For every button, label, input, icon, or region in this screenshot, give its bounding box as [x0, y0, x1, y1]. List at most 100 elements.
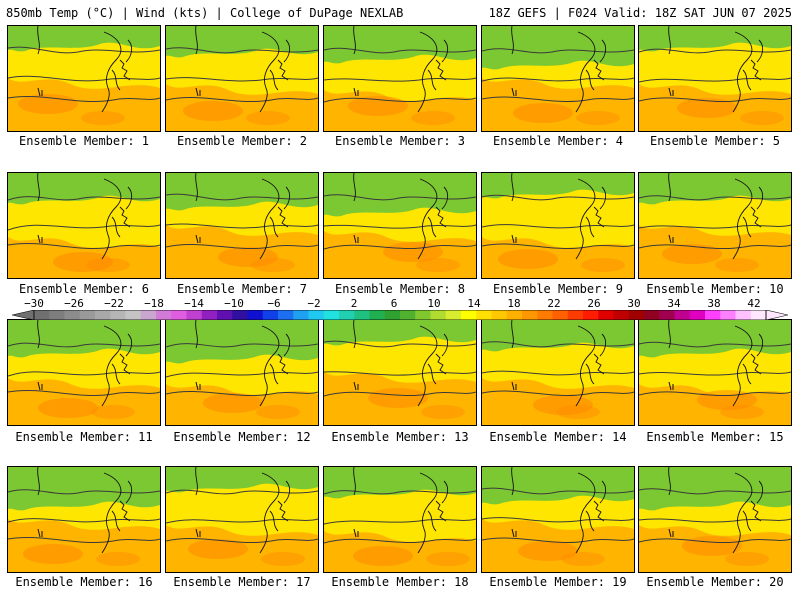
colorbar-tick-label: 34 — [667, 297, 681, 310]
ensemble-member-label: Ensemble Member: 4 — [492, 134, 624, 148]
colorbar-swatch — [262, 310, 279, 320]
colorbar-swatch — [476, 310, 492, 320]
colorbar-tick-label: 6 — [390, 297, 398, 310]
colorbar-swatch — [689, 310, 706, 320]
colorbar-swatch — [201, 310, 218, 320]
colorbar-swatch — [674, 310, 691, 320]
colorbar-tick-label: 18 — [507, 297, 521, 310]
colorbar-swatch — [323, 310, 340, 320]
colorbar-swatch — [598, 310, 614, 320]
ensemble-member-label: Ensemble Member: 9 — [492, 282, 624, 296]
colorbar-swatch — [49, 310, 65, 320]
ensemble-member-label: Ensemble Member: 14 — [489, 430, 627, 444]
colorbar-swatch — [308, 310, 325, 320]
colorbar-swatch — [644, 310, 660, 320]
colorbar-swatch — [720, 310, 736, 320]
ensemble-map-panel — [323, 172, 477, 279]
ensemble-map-panel — [481, 25, 635, 132]
ensemble-member-label: Ensemble Member: 16 — [15, 575, 153, 589]
ensemble-map-panel — [638, 25, 792, 132]
colorbar-swatch — [125, 310, 142, 320]
colorbar-swatch — [186, 310, 203, 320]
colorbar-swatch — [217, 310, 233, 320]
ensemble-member-label: Ensemble Member: 15 — [646, 430, 784, 444]
colorbar-swatch — [522, 310, 538, 320]
colorbar-tick-label: −22 — [104, 297, 124, 310]
colorbar-swatch — [79, 310, 96, 320]
ensemble-map-panel — [638, 319, 792, 426]
colorbar-swatch — [64, 310, 81, 320]
ensemble-member-label: Ensemble Member: 8 — [334, 282, 466, 296]
ensemble-map-panel — [165, 25, 319, 132]
colorbar-tick-label: 38 — [707, 297, 721, 310]
ensemble-member-label: Ensemble Member: 17 — [173, 575, 311, 589]
colorbar-swatch — [659, 310, 675, 320]
colorbar-tick-label: 26 — [587, 297, 601, 310]
header-title: 850mb Temp (°C) | Wind (kts) | College o… — [6, 6, 404, 20]
colorbar-swatch — [613, 310, 630, 320]
ensemble-map-panel — [323, 319, 477, 426]
colorbar-swatch — [491, 310, 508, 320]
colorbar-swatch — [400, 310, 416, 320]
colorbar-tick-label: −6 — [267, 297, 281, 310]
ensemble-map-panel — [165, 466, 319, 573]
ensemble-map-panel — [7, 25, 161, 132]
colorbar-swatch — [705, 310, 721, 320]
colorbar-swatch — [750, 310, 767, 320]
colorbar-swatch — [567, 310, 584, 320]
colorbar-tick-label: −30 — [24, 297, 44, 310]
colorbar-tick-label: −18 — [144, 297, 164, 310]
ensemble-map-panel — [638, 466, 792, 573]
colorbar-tick-label: 30 — [627, 297, 641, 310]
colorbar-tick-label: −14 — [184, 297, 204, 310]
colorbar-swatch — [506, 310, 523, 320]
colorbar-swatch — [445, 310, 462, 320]
colorbar-swatch — [140, 310, 157, 320]
colorbar-swatch — [293, 310, 309, 320]
colorbar-right-arrow — [765, 310, 788, 320]
colorbar-swatch — [354, 310, 370, 320]
ensemble-member-label: Ensemble Member: 7 — [176, 282, 308, 296]
ensemble-member-label: Ensemble Member: 6 — [18, 282, 150, 296]
colorbar-swatch — [415, 310, 431, 320]
colorbar-tick-label: −10 — [224, 297, 244, 310]
colorbar-swatch — [156, 310, 172, 320]
ensemble-member-label: Ensemble Member: 20 — [646, 575, 784, 589]
colorbar-swatch — [95, 310, 111, 320]
ensemble-map-panel — [481, 172, 635, 279]
colorbar-swatch — [583, 310, 599, 320]
ensemble-map-panel — [7, 319, 161, 426]
colorbar-swatch — [247, 310, 264, 320]
colorbar-tick-label: 22 — [547, 297, 561, 310]
colorbar-tick-label: 14 — [467, 297, 481, 310]
ensemble-map-panel — [323, 466, 477, 573]
ensemble-map-panel — [481, 466, 635, 573]
ensemble-member-label: Ensemble Member: 13 — [331, 430, 469, 444]
ensemble-map-panel — [7, 172, 161, 279]
colorbar-tick-label: 2 — [350, 297, 358, 310]
colorbar-swatch — [430, 310, 447, 320]
ensemble-member-label: Ensemble Member: 3 — [334, 134, 466, 148]
colorbar-tick-label: −26 — [64, 297, 84, 310]
ensemble-map-panel — [638, 172, 792, 279]
colorbar-swatch — [735, 310, 752, 320]
colorbar-tick-label: 42 — [747, 297, 761, 310]
colorbar-swatch — [232, 310, 248, 320]
ensemble-map-panel — [165, 172, 319, 279]
colorbar-swatch — [339, 310, 355, 320]
colorbar-swatch — [628, 310, 645, 320]
ensemble-member-label: Ensemble Member: 18 — [331, 575, 469, 589]
temperature-colorbar — [12, 310, 788, 320]
ensemble-member-label: Ensemble Member: 1 — [18, 134, 150, 148]
colorbar-swatch — [537, 310, 553, 320]
colorbar-swatch — [384, 310, 401, 320]
colorbar-swatch — [278, 310, 294, 320]
ensemble-map-panel — [323, 25, 477, 132]
colorbar-swatch — [461, 310, 477, 320]
colorbar-tick-label: 10 — [427, 297, 441, 310]
colorbar-swatch — [110, 310, 126, 320]
colorbar-swatch — [369, 310, 386, 320]
ensemble-map-panel — [481, 319, 635, 426]
ensemble-member-label: Ensemble Member: 10 — [646, 282, 784, 296]
ensemble-member-label: Ensemble Member: 19 — [489, 575, 627, 589]
